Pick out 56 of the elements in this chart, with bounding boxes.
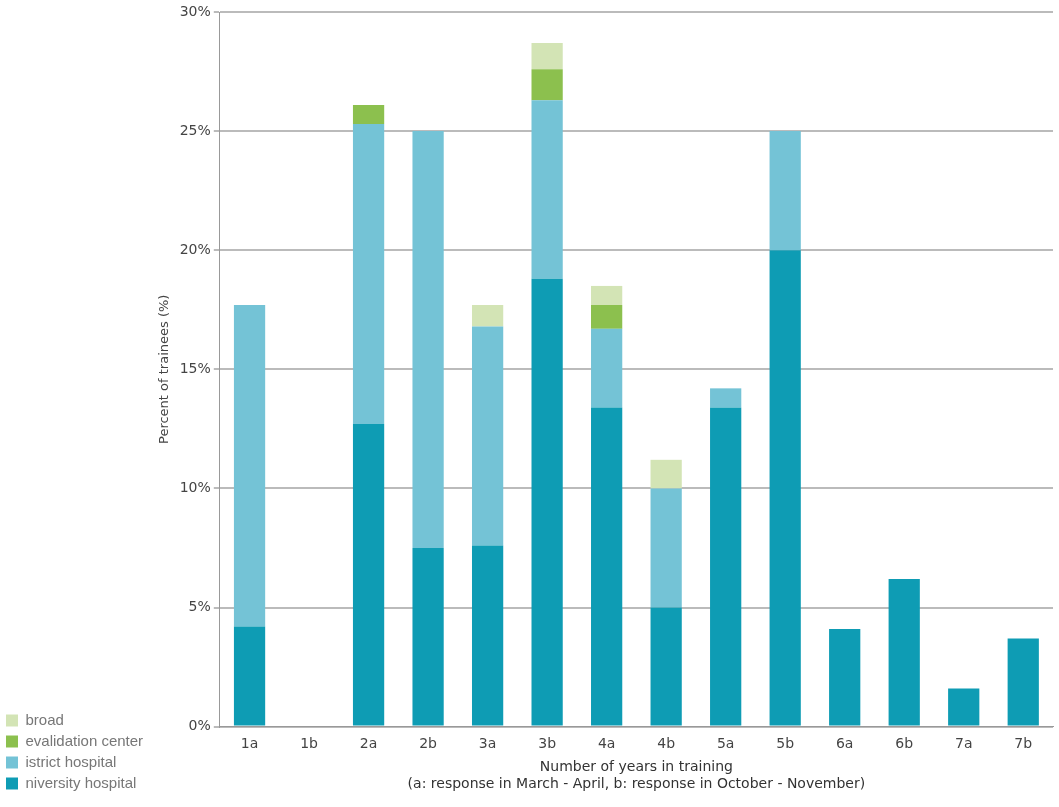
x-tick-label: 6b [895, 734, 914, 751]
bar [888, 578, 920, 726]
x-axis-title: Number of years in training (a: response in March - April, b: response in October - November) [407, 758, 866, 792]
bar [412, 547, 444, 726]
bar [471, 545, 504, 726]
x-tick-label: 4b [657, 734, 676, 751]
x-tick-label: 7a [954, 734, 973, 751]
legend-label: istrict hospital [25, 752, 117, 770]
bar [591, 328, 623, 408]
x-tick-label: 6a [835, 734, 854, 751]
bar [591, 285, 623, 305]
x-tick-label: 5b [776, 734, 795, 751]
bar [1007, 638, 1039, 726]
x-tick-label: 7b [1014, 734, 1033, 751]
bar [531, 278, 563, 726]
x-tick-label: 5a [716, 734, 735, 751]
bar [591, 304, 623, 329]
bar [352, 123, 385, 425]
bar [471, 326, 504, 546]
bar [352, 104, 385, 124]
bar [531, 42, 563, 70]
y-tick-label: 25% [179, 121, 211, 138]
bar [591, 407, 623, 726]
legend-label: niversity hospital [25, 773, 137, 791]
y-tick-label: 5% [188, 598, 211, 615]
bar [233, 626, 266, 726]
bar [412, 131, 444, 548]
legend-label: broad [25, 710, 64, 728]
bar [531, 100, 563, 279]
bar [769, 250, 801, 726]
bar [769, 131, 801, 251]
x-tick-label: 2a [359, 734, 378, 751]
y-tick-label: 10% [179, 479, 211, 496]
bar [650, 488, 682, 608]
x-tick-label: 1a [240, 734, 259, 751]
bar [531, 69, 563, 101]
x-tick-label: 3b [538, 734, 557, 751]
y-tick-label: 20% [179, 240, 211, 257]
x-tick-label: 4a [597, 734, 616, 751]
bar [948, 688, 980, 726]
bar [710, 388, 742, 408]
bar [471, 304, 504, 327]
bar [650, 607, 682, 726]
x-tick-label: 2b [419, 734, 438, 751]
bar [352, 424, 385, 726]
y-tick-label: 15% [179, 359, 211, 376]
y-tick-label: 30% [179, 2, 211, 19]
y-axis-title: Percent of trainees (%) [156, 294, 172, 444]
x-tick-label: 1b [300, 734, 319, 751]
bar [650, 459, 682, 489]
bar [233, 304, 266, 627]
bar [710, 407, 742, 726]
x-tick-label: 3a [478, 734, 497, 751]
legend-label: evalidation center [25, 731, 144, 749]
bar [829, 628, 861, 726]
y-tick-label: 0% [188, 717, 211, 734]
